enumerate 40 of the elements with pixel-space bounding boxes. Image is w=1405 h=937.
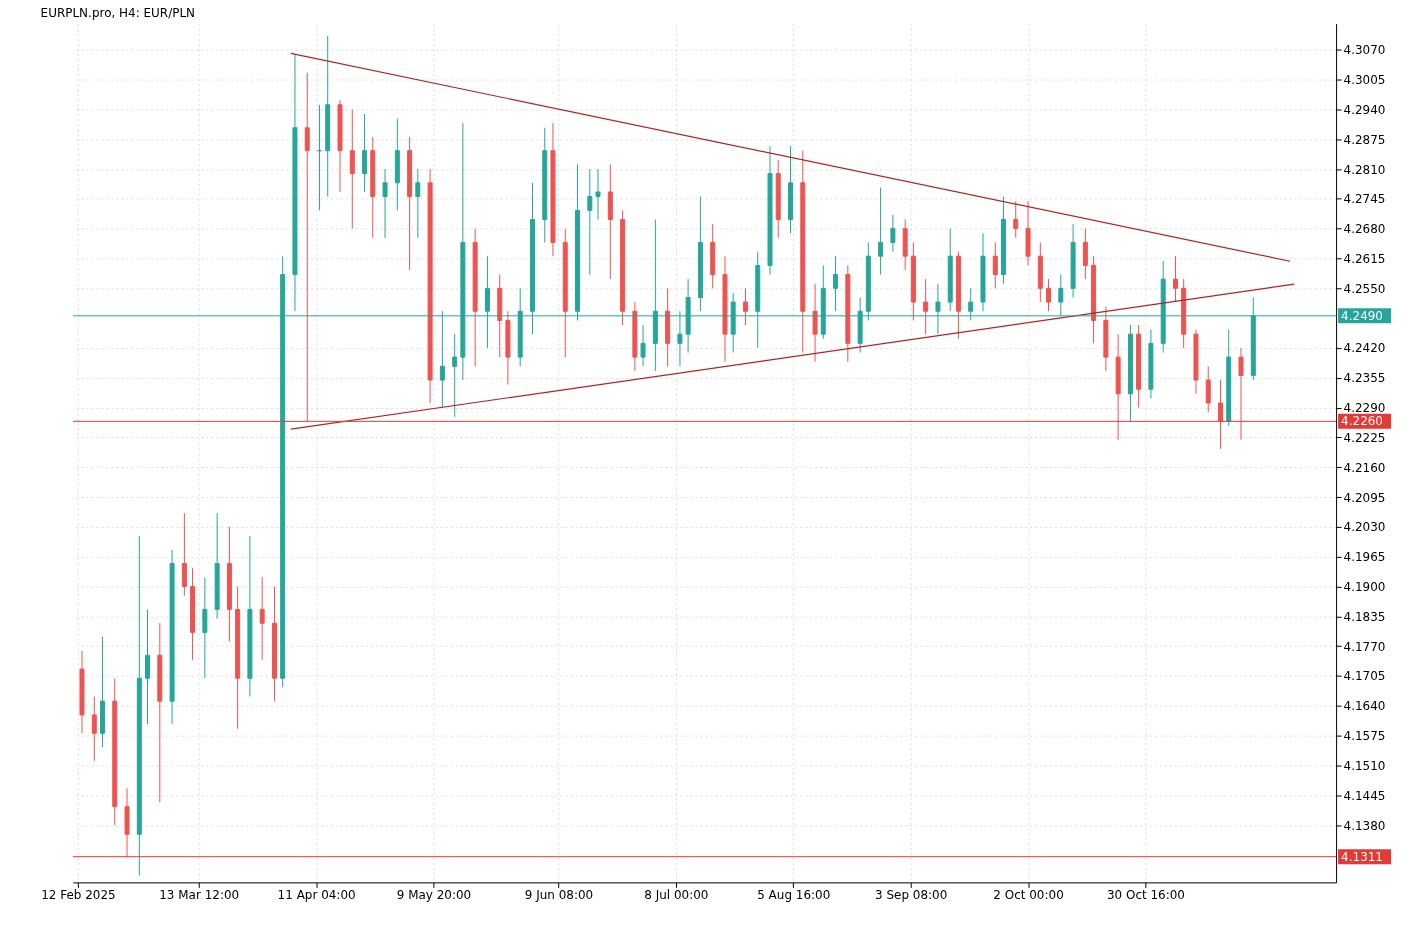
ref-line-label: 4.1311 xyxy=(1341,849,1383,864)
y-tick-label: 4.2550 xyxy=(1343,281,1386,296)
ref-line-label: 4.2490 xyxy=(1341,308,1383,323)
chart-title: EURPLN.pro, H4: EUR/PLN xyxy=(40,5,196,20)
y-tick-label: 4.2225 xyxy=(1343,430,1386,445)
ref-line-label: 4.2260 xyxy=(1341,414,1383,429)
y-tick-label: 4.1575 xyxy=(1343,729,1386,744)
y-tick-label: 4.2355 xyxy=(1343,371,1386,386)
y-tick-label: 4.1445 xyxy=(1343,788,1386,803)
x-tick-label: 9 Jun 08:00 xyxy=(524,887,594,902)
y-tick-label: 4.2030 xyxy=(1343,520,1386,535)
y-tick-label: 4.2290 xyxy=(1343,401,1386,416)
x-tick-label: 12 Feb 2025 xyxy=(41,887,116,902)
y-tick-label: 4.1640 xyxy=(1343,699,1386,714)
y-tick-label: 4.2875 xyxy=(1343,132,1386,147)
x-tick-label: 8 Jul 00:00 xyxy=(644,887,709,902)
y-tick-label: 4.1770 xyxy=(1343,639,1386,654)
y-tick-label: 4.2745 xyxy=(1343,192,1386,207)
x-tick-label: 13 Mar 12:00 xyxy=(159,887,240,902)
y-tick-label: 4.3070 xyxy=(1343,43,1386,58)
y-tick-label: 4.2160 xyxy=(1343,460,1386,475)
y-tick-label: 4.2095 xyxy=(1343,490,1386,505)
x-tick-label: 3 Sep 08:00 xyxy=(874,887,948,902)
y-tick-label: 4.1510 xyxy=(1343,758,1386,773)
y-tick-label: 4.1900 xyxy=(1343,579,1386,594)
x-tick-label: 9 May 20:00 xyxy=(396,887,472,902)
x-tick-label: 5 Aug 16:00 xyxy=(757,887,831,902)
x-tick-label: 11 Apr 04:00 xyxy=(277,887,356,902)
y-tick-label: 4.2940 xyxy=(1343,102,1386,117)
y-tick-label: 4.2615 xyxy=(1343,251,1386,266)
y-tick-label: 4.1835 xyxy=(1343,609,1386,624)
x-tick-label: 30 Oct 16:00 xyxy=(1106,887,1185,902)
y-tick-label: 4.2680 xyxy=(1343,222,1386,237)
y-tick-label: 4.1380 xyxy=(1343,818,1386,833)
y-tick-label: 4.2810 xyxy=(1343,162,1386,177)
y-tick-label: 4.1705 xyxy=(1343,669,1386,684)
x-tick-label: 2 Oct 00:00 xyxy=(993,887,1064,902)
y-tick-label: 4.3005 xyxy=(1343,73,1386,88)
y-tick-label: 4.2420 xyxy=(1343,341,1386,356)
y-tick-label: 4.1965 xyxy=(1343,550,1386,565)
